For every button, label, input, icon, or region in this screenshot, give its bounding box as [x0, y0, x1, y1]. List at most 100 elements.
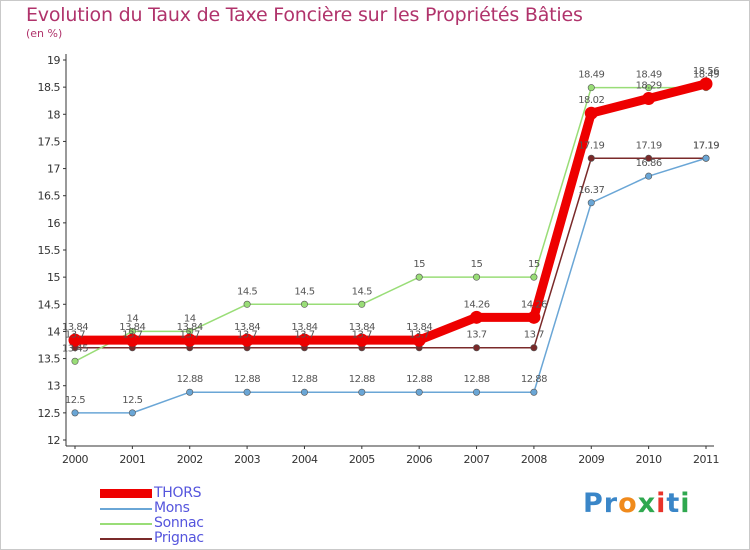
series-line-sonnac	[74, 86, 707, 363]
chart-title: Evolution du Taux de Taxe Foncière sur l…	[26, 4, 583, 26]
data-label: 15	[413, 259, 425, 270]
data-label: 13.84	[119, 322, 145, 333]
data-point	[358, 388, 366, 396]
data-label: 13.7	[180, 330, 200, 341]
data-label: 14.26	[521, 299, 547, 310]
data-point	[530, 388, 538, 396]
data-point	[300, 300, 308, 308]
data-label: 14	[126, 313, 138, 324]
data-point	[473, 388, 481, 396]
data-point	[645, 172, 653, 180]
legend-label: Mons	[154, 500, 190, 516]
data-point	[702, 154, 710, 162]
logo-letter: r	[603, 488, 619, 519]
legend-item-mons: Mons	[100, 501, 204, 516]
data-point	[183, 333, 197, 347]
legend-item-prignac: Prignac	[100, 531, 204, 546]
y-tick-label: 13.5	[38, 353, 61, 366]
data-label: 14.5	[237, 286, 257, 297]
logo-letter: o	[618, 488, 638, 519]
data-label: 16.86	[636, 158, 662, 169]
data-point	[699, 77, 713, 91]
data-point	[527, 310, 541, 324]
y-tick-label: 12.5	[38, 407, 61, 420]
x-tick-label: 2003	[234, 453, 260, 466]
proxiti-logo: Proxiti	[583, 488, 691, 519]
legend-swatch	[100, 507, 152, 510]
x-tick-label: 2007	[464, 453, 490, 466]
data-label: 12.88	[463, 374, 489, 385]
logo-letter: i	[656, 488, 667, 519]
data-label: 13.84	[234, 322, 260, 333]
x-tick-label: 2004	[291, 453, 317, 466]
data-point	[412, 333, 426, 347]
y-tick-label: 12	[47, 434, 60, 447]
logo-letter: x	[637, 488, 657, 519]
data-label: 15	[528, 259, 540, 270]
y-tick-label: 16	[47, 217, 60, 230]
data-label: 18.49	[578, 70, 604, 81]
x-tick-label: 2011	[693, 453, 719, 466]
chart-legend: THORS Mons Sonnac Prignac	[100, 486, 204, 546]
y-tick-label: 17.5	[38, 135, 61, 148]
data-label: 13.7	[122, 330, 142, 341]
data-point	[473, 344, 481, 352]
data-point	[473, 273, 481, 281]
data-label: 16.37	[578, 185, 604, 196]
data-label: 13.84	[349, 322, 375, 333]
data-point	[587, 154, 595, 162]
data-point	[128, 409, 136, 417]
legend-label: Sonnac	[154, 515, 204, 531]
legend-swatch	[100, 489, 152, 498]
data-label: 13.84	[62, 322, 88, 333]
x-tick-label: 2009	[578, 453, 604, 466]
unit-label: (en %)	[26, 27, 63, 40]
data-label: 18.29	[636, 81, 662, 92]
y-tick-label: 18.5	[38, 81, 61, 94]
y-tick-label: 13	[47, 380, 60, 393]
data-label: 14.26	[463, 299, 489, 310]
logo-letter: i	[680, 488, 691, 519]
x-tick-label: 2008	[521, 453, 547, 466]
data-label: 18.49	[693, 70, 719, 81]
legend-item-sonnac: Sonnac	[100, 516, 204, 531]
data-point	[71, 409, 79, 417]
data-label: 13.7	[237, 330, 257, 341]
y-tick-label: 16.5	[38, 190, 61, 203]
data-label: 12.5	[122, 395, 142, 406]
data-point	[587, 199, 595, 207]
data-label: 12.88	[291, 374, 317, 385]
series-line-thors	[70, 79, 711, 345]
data-point	[415, 388, 423, 396]
logo-letter: P	[583, 488, 604, 519]
data-label: 17.19	[693, 140, 719, 151]
data-label: 14.5	[294, 286, 314, 297]
legend-swatch	[100, 537, 152, 540]
data-point	[587, 84, 595, 92]
data-point	[243, 300, 251, 308]
data-label: 12.5	[65, 395, 85, 406]
data-label: 14	[184, 313, 196, 324]
x-tick-label: 2000	[62, 453, 88, 466]
data-point	[71, 357, 79, 365]
data-label: 12.88	[234, 374, 260, 385]
data-point	[68, 333, 82, 347]
data-point	[645, 154, 653, 162]
data-label: 13.7	[466, 330, 486, 341]
x-tick-label: 2006	[406, 453, 432, 466]
data-label: 12.88	[177, 374, 203, 385]
data-point	[358, 300, 366, 308]
data-point	[297, 333, 311, 347]
legend-item-thors: THORS	[100, 486, 204, 501]
data-point	[186, 388, 194, 396]
data-point	[642, 92, 656, 106]
data-point	[530, 273, 538, 281]
data-point	[355, 333, 369, 347]
data-label: 18.49	[636, 70, 662, 81]
data-point	[300, 388, 308, 396]
x-tick-label: 2010	[636, 453, 662, 466]
y-tick-label: 15	[47, 271, 60, 284]
data-label: 13.7	[352, 330, 372, 341]
